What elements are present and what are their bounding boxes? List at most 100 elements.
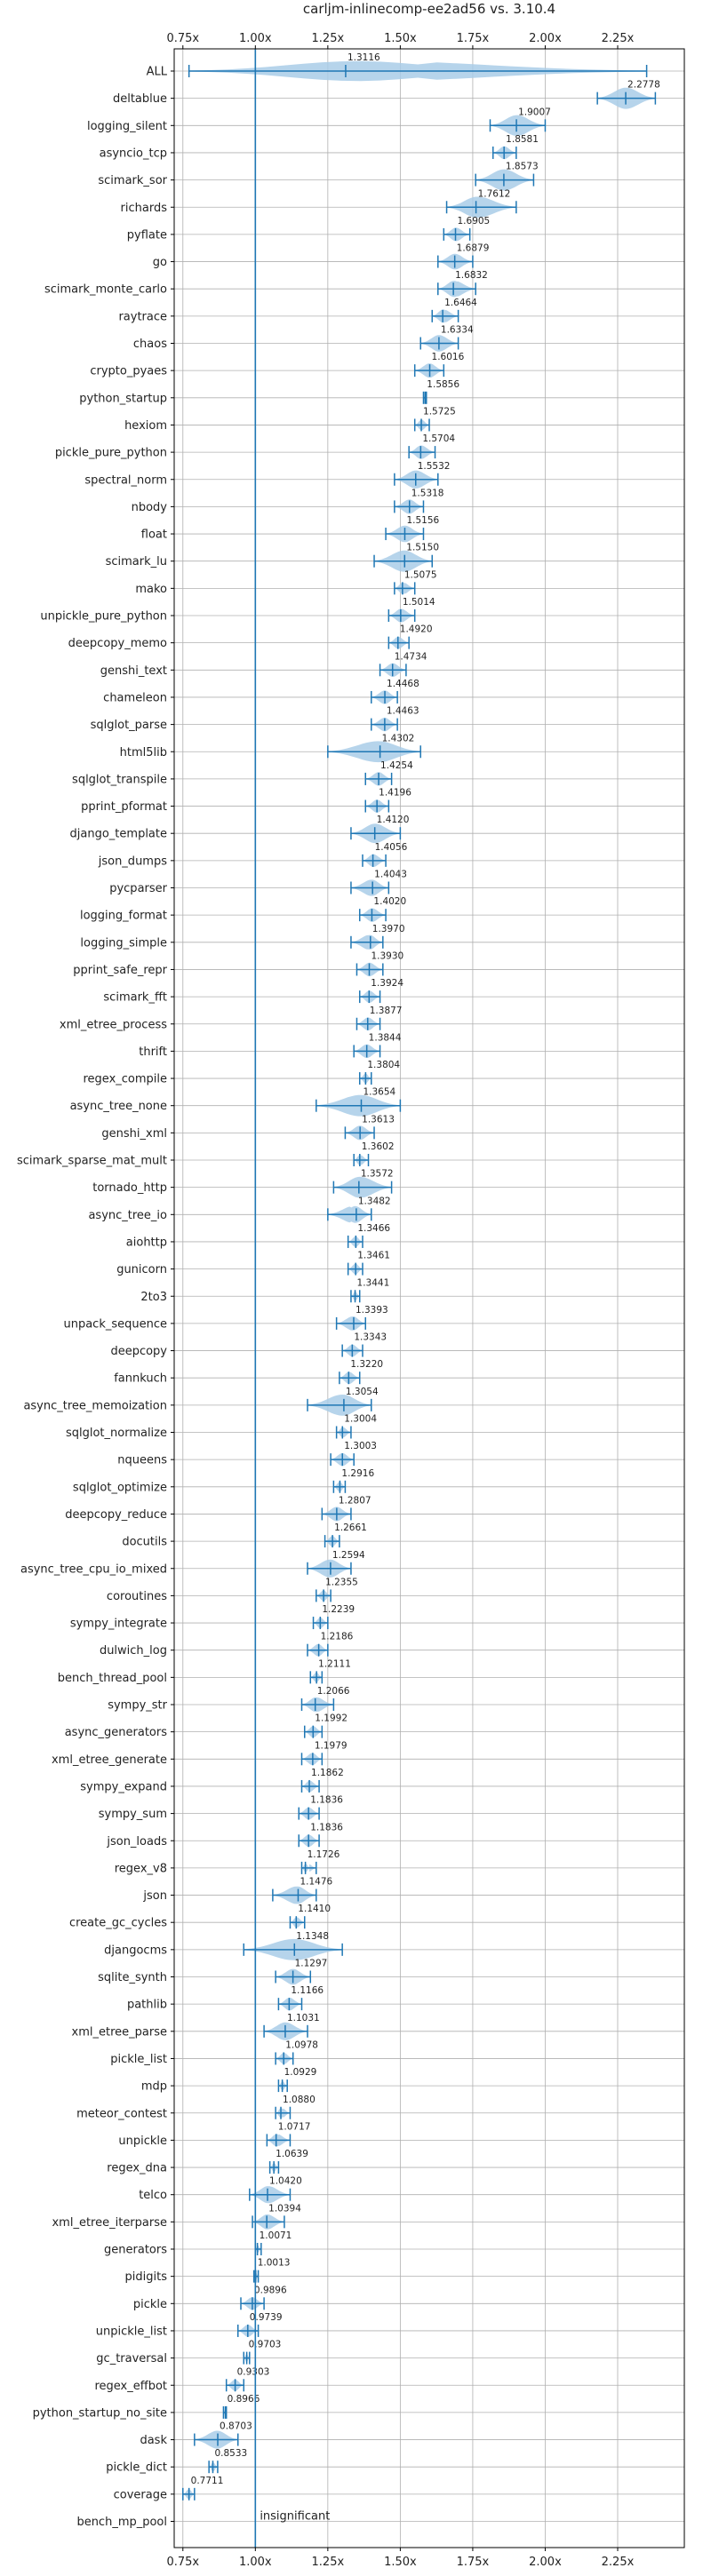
violin-xml_etree_generate: 1.1979 [300,1740,348,1766]
value-label: 0.7711 [191,2476,224,2486]
violin-bench_thread_pool: 1.2111 [309,1658,351,1684]
x-tick-label-top: 1.75x [457,32,490,45]
y-tick-label: async_tree_memoization [23,1399,167,1412]
value-label: 1.0978 [285,2039,318,2050]
violin-pathlib: 1.1166 [277,1985,324,2011]
violin-dask: 0.8703 [194,2421,252,2449]
plot-frame [173,48,685,2548]
value-label: 1.5532 [418,461,451,472]
x-tick-label-bottom: 1.75x [457,2556,490,2569]
y-tick-label: sqlglot_transpile [72,773,167,786]
violin-scimark_sor: 1.8573 [475,162,539,191]
y-tick-label: go [153,256,167,269]
y-tick-label: deepcopy_memo [68,637,167,650]
value-label: 1.8573 [506,162,539,172]
y-tick-label: xml_etree_process [60,1018,167,1031]
violin-scimark_lu: 1.5150 [373,543,439,572]
value-label: 1.6879 [457,243,490,254]
violin-html5lib: 1.4302 [327,733,421,763]
violin-genshi_text: 1.4734 [379,651,427,677]
value-label: 2.2778 [627,80,660,91]
value-label: 1.6334 [441,325,474,336]
value-label: 0.9739 [250,2312,283,2323]
value-label: 1.0394 [268,2203,301,2214]
x-tick-label-top: 1.50x [384,32,417,45]
y-tick-label: regex_v8 [115,1862,167,1875]
value-label: 1.1979 [315,1740,348,1751]
violin-pycparser: 1.4043 [350,870,407,896]
y-tick-label: scimark_sparse_mat_mult [17,1155,167,1168]
violin-chaos: 1.6334 [419,325,474,352]
violin-nqueens: 1.3003 [330,1441,377,1467]
x-tick-label-bottom: 0.75x [166,2556,199,2569]
value-label: 1.0013 [258,2258,291,2269]
x-tick-label-bottom: 1.25x [312,2556,345,2569]
value-label: 1.1862 [311,1768,344,1778]
value-label: 1.5150 [406,543,439,553]
y-tick-label: dask [140,2434,167,2447]
value-label: 1.2355 [325,1577,358,1587]
value-label: 1.6464 [444,298,477,308]
violin-python_startup_no_site: 0.8966 [222,2394,260,2419]
y-tick-label: regex_effbot [94,2380,167,2393]
insignificant-annotation: insignificant [260,2510,330,2524]
value-label: 1.9007 [518,107,551,117]
violin-xml_etree_process: 1.3877 [356,1006,403,1030]
violin-deepcopy: 1.3343 [341,1332,387,1357]
violin-thrift: 1.3844 [353,1032,402,1059]
value-label: 1.7612 [478,188,511,199]
value-label: 1.2807 [339,1495,371,1506]
value-label: 1.5014 [403,597,435,608]
value-label: 1.4043 [374,870,407,880]
y-tick-label: pprint_safe_repr [73,964,167,977]
violin-logging_format: 1.4020 [358,896,406,922]
y-tick-label: pickle_dict [106,2461,167,2475]
y-tick-label: spectral_norm [84,473,167,487]
violin-async_tree_none: 1.3654 [316,1087,402,1117]
violin-unpickle_pure_python: 1.5014 [387,597,435,623]
value-label: 1.1726 [308,1849,340,1860]
y-tick-label: mako [135,583,167,596]
violin-richards: 1.7612 [445,188,517,218]
value-label: 1.6016 [432,352,465,362]
value-label: 1.3220 [350,1359,383,1370]
violin-async_generators: 1.1992 [304,1713,348,1738]
y-tick-label: aiohttp [126,1236,167,1249]
y-tick-label: gunicorn [116,1263,167,1276]
y-tick-label: sympy_expand [80,1780,167,1793]
y-tick-label: docutils [122,1536,167,1549]
y-tick-label: async_tree_cpu_io_mixed [20,1562,167,1576]
value-label: 1.5075 [404,569,437,580]
y-tick-label: python_startup_no_site [33,2406,167,2420]
y-tick-label: html5lib [120,746,167,759]
value-label: 1.1476 [300,1877,332,1888]
y-tick-label: dulwich_log [100,1644,167,1658]
y-tick-label: pickle_pure_python [55,447,167,460]
violin-sympy_integrate: 1.2239 [312,1604,355,1630]
value-label: 1.0071 [260,2230,292,2241]
y-tick-label: gc_traversal [96,2352,167,2365]
violin-gunicorn: 1.3461 [347,1251,390,1276]
value-label: 1.3461 [357,1251,390,1261]
y-tick-label: thrift [139,1046,167,1059]
y-tick-label: pycparser [109,882,167,895]
x-tick-label-bottom: 2.25x [602,2556,635,2569]
y-tick-label: crypto_pyaes [90,365,167,378]
x-axis-top: 0.75x 1.00x 1.25x 1.50x 1.75x 2.00x 2.25x [166,32,635,49]
y-tick-label: pyflate [127,228,167,242]
y-tick-label: telco [139,2189,167,2202]
y-tick-label: regex_compile [83,1073,167,1086]
y-tick-label: chameleon [103,691,167,704]
x-tick-label-top: 1.00x [239,32,272,45]
y-tick-label: async_tree_io [88,1209,167,1222]
value-label: 1.2066 [317,1686,350,1697]
violin-logging_silent: 1.9007 [489,107,551,136]
y-tick-label: fannkuch [114,1372,167,1386]
y-tick-label: deepcopy_reduce [65,1508,167,1522]
violin-deepcopy_memo: 1.4920 [387,624,433,649]
value-label: 1.1166 [291,1985,324,1996]
value-label: 1.3602 [362,1141,395,1152]
violin-sqlglot_transpile: 1.4254 [364,760,413,786]
value-label: 1.2916 [341,1468,374,1479]
